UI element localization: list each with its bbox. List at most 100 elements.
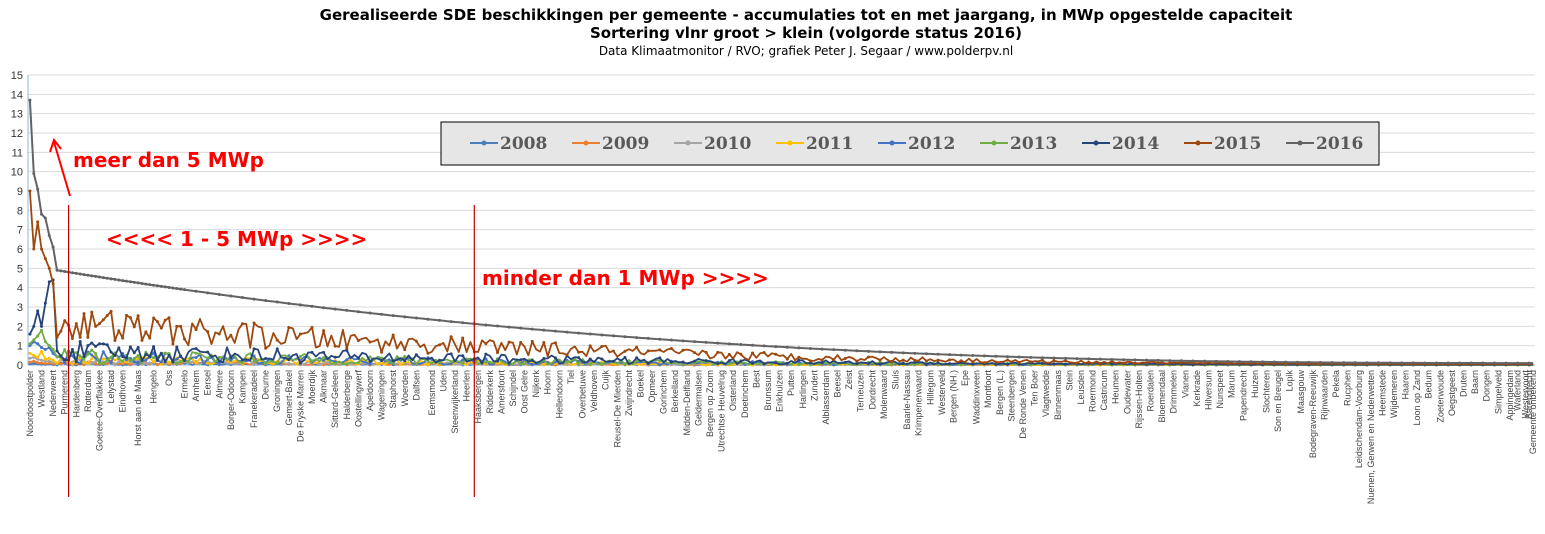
data-point [59, 354, 63, 358]
data-point [36, 309, 40, 313]
data-point [704, 359, 708, 363]
data-point [132, 351, 136, 355]
y-tick-label: 2 [17, 321, 23, 333]
data-point [287, 326, 291, 330]
data-point [63, 358, 67, 362]
data-point [797, 363, 801, 367]
data-point [1064, 356, 1068, 360]
data-point [380, 361, 384, 365]
data-point [646, 362, 650, 366]
data-point [78, 362, 82, 366]
x-tick-label: Hillegom [925, 370, 935, 405]
data-point [403, 354, 407, 358]
data-point [40, 346, 44, 350]
x-tick-label: Eemsmond [427, 370, 437, 416]
data-point [264, 346, 268, 350]
data-point [47, 359, 51, 363]
data-point [414, 316, 418, 320]
data-point [565, 330, 569, 334]
data-point [843, 356, 847, 360]
data-point [1145, 361, 1149, 365]
data-point [63, 348, 67, 352]
data-point [1040, 356, 1044, 360]
data-point [182, 358, 186, 362]
y-tick-label: 13 [11, 109, 23, 121]
data-point [727, 359, 731, 363]
data-point [43, 216, 47, 220]
data-point [345, 308, 349, 312]
data-point [70, 271, 74, 275]
data-point [275, 361, 279, 365]
data-point [90, 361, 94, 365]
data-point [948, 353, 952, 357]
data-point [40, 361, 44, 365]
data-point [1110, 362, 1114, 366]
data-point [971, 362, 975, 366]
data-point [565, 360, 569, 364]
data-point [206, 361, 210, 365]
data-point [542, 340, 546, 344]
data-point [40, 212, 44, 216]
x-tick-label: Oost Gelre [520, 370, 530, 414]
x-tick-label: Staphorst [388, 370, 398, 409]
x-tick-label: Moerdijk [307, 370, 317, 405]
data-point [704, 350, 708, 354]
data-point [739, 352, 743, 356]
data-point [936, 361, 940, 365]
data-point [101, 350, 105, 354]
data-point [994, 362, 998, 366]
data-point [774, 345, 778, 349]
legend-label-2014: 2014 [1112, 134, 1159, 154]
data-point [310, 359, 314, 363]
x-tick-label: Bergen op Zoom [705, 370, 715, 437]
x-tick-label: Westerveld [937, 370, 947, 415]
data-point [716, 362, 720, 366]
data-point [109, 309, 113, 313]
data-point [959, 363, 963, 367]
data-point [1040, 361, 1044, 365]
data-point [82, 357, 86, 361]
data-point [90, 274, 94, 278]
legend-marker-icon [787, 140, 793, 146]
data-point [43, 257, 47, 261]
data-point [78, 340, 82, 344]
x-tick-label: Molenwaard [879, 370, 889, 419]
y-tick-label: 14 [11, 89, 23, 101]
annotation-under-1mwp: minder dan 1 MWp >>>> [482, 266, 769, 290]
legend: 2008 2009 2010 2011 2012 2013 2014 2015 2016 [440, 121, 1380, 166]
data-point [623, 335, 627, 339]
data-point [495, 324, 499, 328]
x-tick-label: Steenwijkerland [450, 370, 460, 434]
data-point [542, 362, 546, 366]
data-point [322, 358, 326, 362]
x-tick-label: Druten [1459, 370, 1469, 397]
y-tick-label: 15 [11, 70, 23, 82]
data-point [86, 273, 90, 277]
data-point [1006, 358, 1010, 362]
data-point [600, 357, 604, 361]
chart-title: Gerealiseerde SDE beschikkingen per geme… [320, 6, 1293, 24]
data-point [438, 318, 442, 322]
data-point [797, 358, 801, 362]
series-lines [28, 98, 1534, 367]
data-point [43, 348, 47, 352]
data-point [693, 340, 697, 344]
data-point [148, 283, 152, 287]
data-point [175, 345, 179, 349]
data-point [167, 361, 171, 365]
data-point [1156, 361, 1160, 365]
legend-label-2011: 2011 [806, 134, 853, 154]
data-point [28, 342, 32, 346]
data-point [86, 352, 90, 356]
x-tick-label: Waddinxveen [972, 370, 982, 424]
data-point [716, 350, 720, 354]
x-tick-label: Woerden [400, 370, 410, 406]
x-tick-label: Apeldoorn [365, 370, 375, 411]
data-point [982, 361, 986, 365]
data-point [1307, 360, 1311, 364]
data-point [495, 359, 499, 363]
data-point [693, 359, 697, 363]
data-point [1098, 357, 1102, 361]
data-point [252, 297, 256, 301]
data-point [101, 318, 105, 322]
